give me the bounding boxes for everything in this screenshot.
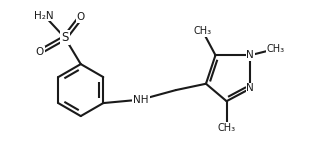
Text: CH₃: CH₃ <box>267 44 285 54</box>
Text: N: N <box>246 50 254 60</box>
Text: NH: NH <box>133 95 149 105</box>
Text: H₂N: H₂N <box>35 11 54 21</box>
Text: N: N <box>246 84 254 93</box>
Text: S: S <box>61 31 68 44</box>
Text: CH₃: CH₃ <box>194 26 212 36</box>
Text: O: O <box>76 12 85 22</box>
Text: CH₃: CH₃ <box>218 123 236 133</box>
Text: O: O <box>36 47 44 57</box>
